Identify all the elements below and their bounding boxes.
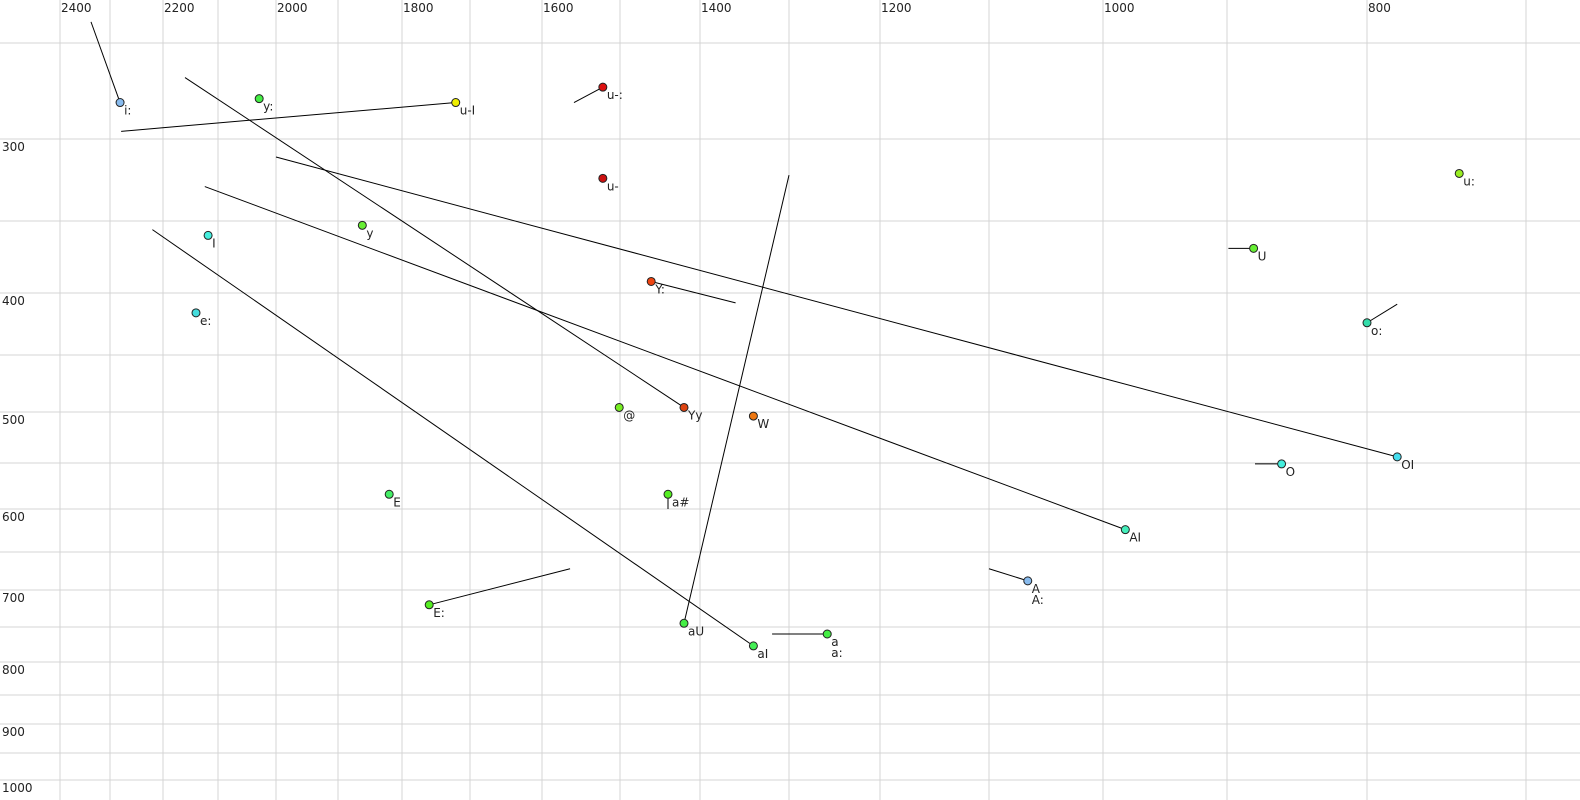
vowel-point [614,402,624,412]
trajectory-line [204,186,1126,531]
vowel-label: Yy [687,408,702,422]
vowel-label: a [831,635,838,649]
vowel-point [822,629,832,639]
vowel-label: y [366,226,373,240]
y-tick-label: 800 [2,663,25,677]
x-tick-label: 1800 [403,1,434,15]
vowel-label: y: [263,100,273,114]
vowel-point [1120,525,1130,535]
vowel-point [191,308,201,318]
vowel-label: u-: [607,88,623,102]
y-tick-label: 1000 [2,781,33,795]
vowel-point [598,82,608,92]
vowel-label: I [212,236,216,250]
x-tick-label: 2000 [277,1,308,15]
vowel-label: a: [831,646,842,660]
vowel-label: AI [1129,531,1141,545]
vowel-point [1392,452,1402,462]
vowel-points: i: y: u-I u-: u-u: Iy U Y: e: o: @ Yy W OI O E a# AI AA: E:… [115,82,1475,661]
trajectories [90,21,1398,647]
vowel-point [748,411,758,421]
vowel-point [115,98,125,108]
vowel-label: Y: [654,282,665,296]
vowel-label: O [1286,465,1295,479]
vowel-label: E: [433,606,445,620]
x-tick-label: 800 [1368,1,1391,15]
vowel-label: i: [124,104,131,118]
y-tick-label: 900 [2,725,25,739]
trajectory-line [275,156,1398,458]
trajectory-line [1366,303,1398,324]
vowel-label: e: [200,314,211,328]
y-tick-label: 400 [2,294,25,308]
vowel-label: W [757,417,769,431]
vowel-point [646,276,656,286]
y-tick-label: 300 [2,140,25,154]
vowel-label: OI [1401,458,1414,472]
trajectory-line [90,21,121,103]
x-tick-label: 1000 [1104,1,1135,15]
vowel-label: u-I [460,104,475,118]
vowel-label: a# [672,495,689,509]
trajectory-line [121,102,456,132]
vowel-label: E [393,495,401,509]
vowel-point [1454,168,1464,178]
vowel-point [1249,243,1259,253]
trajectory-line [184,77,685,408]
x-tick-label: 1400 [701,1,732,15]
trajectory-line [152,229,754,647]
x-tick-label: 2200 [164,1,195,15]
vowel-point [663,489,673,499]
vowel-label: u- [607,179,619,193]
vowel-point [1023,576,1033,586]
y-tick-label: 700 [2,591,25,605]
vowel-label: A: [1032,593,1044,607]
x-tick-label: 1600 [543,1,574,15]
vowel-label: o: [1371,324,1382,338]
vowel-label: A [1032,582,1041,596]
y-tick-label: 600 [2,510,25,524]
vowel-point [384,489,394,499]
trajectory-line [429,568,571,606]
y-tick-label: 500 [2,413,25,427]
vowel-point [203,230,213,240]
trajectory-line [988,568,1028,582]
vowel-label: @ [623,408,635,422]
tick-labels: 2400 2200 2000 1800 1600 1400 1200 1000 800 300 40… [2,1,1391,795]
vowel-point [357,220,367,230]
vowel-point [1362,318,1372,328]
x-tick-label: 1200 [881,1,912,15]
vowel-point [451,98,461,108]
vowel-point [1277,459,1287,469]
vowel-point [424,600,434,610]
vowel-label: u: [1463,174,1475,188]
trajectory-line [683,174,790,624]
x-tick-label: 2400 [61,1,92,15]
vowel-point [748,641,758,651]
vowel-label: aU [688,624,704,638]
vowel-label: U [1258,249,1267,263]
vowel-label: aI [757,647,768,661]
trajectory-line [651,280,736,304]
trajectory-line [573,86,604,103]
vowel-point [679,402,689,412]
vowel-point [598,173,608,183]
vowel-point [254,94,264,104]
vowel-point [679,618,689,628]
